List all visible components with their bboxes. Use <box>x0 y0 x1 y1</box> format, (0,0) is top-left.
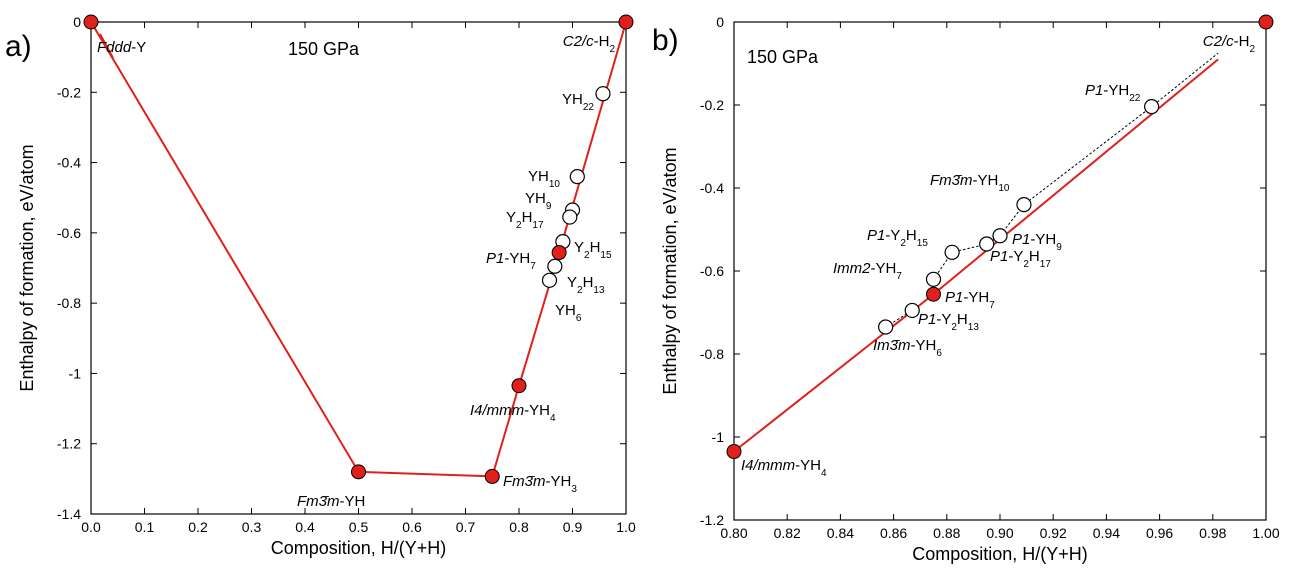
stable-point <box>484 468 500 484</box>
x-tick-label: 0.90 <box>986 525 1013 541</box>
y-tick-label: -0.4 <box>700 180 724 196</box>
metastable-point <box>925 271 942 287</box>
x-tick-label: 0.5 <box>349 519 369 535</box>
phase-label: P1-Y2H17 <box>990 248 1051 270</box>
x-axis-title: Composition, H/(Y+H) <box>912 544 1088 564</box>
x-tick-label: 0.9 <box>563 519 583 535</box>
y-tick-label: -1.2 <box>57 436 81 452</box>
x-tick-label: 0.0 <box>81 519 101 535</box>
x-tick-label: 0.3 <box>242 519 262 535</box>
stable-point <box>551 245 567 261</box>
y-axis-title: Enthalpy of formation, eV/atom <box>17 144 37 391</box>
phase-label: YH10 <box>528 168 560 190</box>
metastable-point <box>1016 197 1032 213</box>
y-tick-label: -1.4 <box>57 506 81 522</box>
y-tick-label: -1 <box>712 429 725 445</box>
phase-label: Y2H13 <box>567 274 605 296</box>
label-pointer <box>99 33 114 59</box>
phase-label: P1-Y2H13 <box>918 311 979 333</box>
metastable-point <box>1144 99 1160 115</box>
x-tick-label: 0.96 <box>1146 525 1173 541</box>
phase-label: Fm3̄m-YH10 <box>930 172 1010 194</box>
plot-frame-b <box>733 21 1267 521</box>
x-axis-title: Composition, H/(Y+H) <box>271 538 447 558</box>
stable-point <box>351 464 366 480</box>
convex-hull-line <box>733 58 1219 453</box>
x-tick-label: 1.0 <box>616 519 636 535</box>
x-tick-label: 0.4 <box>295 519 315 535</box>
phase-label: YH22 <box>562 91 594 113</box>
x-tick-label: 0.94 <box>1093 525 1120 541</box>
phase-label: P1-YH9 <box>1012 231 1062 253</box>
metastable-path <box>885 52 1219 328</box>
x-tick-label: 1.00 <box>1252 525 1279 541</box>
y-tick-label: 0 <box>716 14 724 30</box>
x-tick-label: 0.6 <box>402 519 422 535</box>
metastable-point <box>595 86 611 102</box>
phase-label: Fddd-Y <box>97 39 146 56</box>
phase-label: YH6 <box>555 302 582 324</box>
y-tick-label: -1 <box>69 365 82 381</box>
phase-label: Imm2-YH7 <box>833 260 902 282</box>
stable-point <box>726 444 742 460</box>
x-tick-label: 0.2 <box>188 519 208 535</box>
phase-label: C2/c-H2 <box>563 33 616 55</box>
y-tick-label: -0.6 <box>700 263 724 279</box>
panel-b: 0.80 0.82 0.84 0.86 0.88 0.90 0.92 0.94 0.96 0.98… <box>652 14 1280 564</box>
phase-label: I4/mmm-YH4 <box>470 402 556 424</box>
panel-a: 0.0 0.1 0.2 0.3 0.4 0.5 0.6 0.7 0.8 0.9 1.0 0 -0.2 -0… <box>5 14 636 558</box>
x-tick-label: 0.82 <box>774 525 801 541</box>
metastable-point <box>878 319 894 335</box>
y-tick-label: -1.2 <box>700 512 724 528</box>
x-tick-label: 0.86 <box>880 525 907 541</box>
phase-label: P1-YH7 <box>486 250 536 272</box>
y-axis-title: Enthalpy of formation, eV/atom <box>660 147 680 394</box>
x-tick-label: 0.84 <box>827 525 854 541</box>
stable-point <box>511 378 527 394</box>
phase-label: Y2H17 <box>506 209 544 231</box>
panel-label: a) <box>5 30 32 63</box>
y-tick-label: -0.4 <box>57 155 81 171</box>
x-tick-label: 0.98 <box>1199 525 1226 541</box>
y-tick-label: -0.6 <box>57 225 81 241</box>
y-tick-label: 0 <box>73 14 81 30</box>
metastable-point <box>904 302 920 319</box>
metastable-point <box>979 236 995 252</box>
stable-point <box>926 286 941 302</box>
plot-frame-a <box>90 21 627 515</box>
phase-label: Im3̄m-YH6 <box>873 337 942 359</box>
y-tick-label: -0.2 <box>57 84 81 100</box>
metastable-point <box>547 258 563 274</box>
metastable-point <box>992 228 1008 244</box>
metastable-point <box>944 244 960 260</box>
phase-label: P1-Y2H15 <box>867 227 928 249</box>
y-tick-label: -0.2 <box>700 97 724 113</box>
x-tick-label: 0.92 <box>1040 525 1067 541</box>
x-tick-label: 0.80 <box>720 525 747 541</box>
phase-label: I4/mmm-YH4 <box>741 457 827 479</box>
stable-point <box>83 14 99 30</box>
metastable-point <box>562 209 578 225</box>
phase-label: YH9 <box>525 190 552 212</box>
phase-label: Fm3̄m-YH <box>297 493 365 510</box>
metastable-point <box>541 272 558 288</box>
pressure-label: 150 GPa <box>747 47 819 67</box>
x-tick-label: 0.88 <box>933 525 960 541</box>
y-tick-label: -0.8 <box>57 295 81 311</box>
metastable-point <box>569 169 585 185</box>
stable-point <box>1258 14 1274 30</box>
stable-point <box>618 14 634 30</box>
phase-label: P1-YH7 <box>945 289 995 311</box>
phase-label: C2/c-H2 <box>1203 33 1256 55</box>
phase-label: P1-YH22 <box>1085 82 1141 104</box>
x-tick-label: 0.1 <box>135 519 155 535</box>
y-tick-label: -0.8 <box>700 346 724 362</box>
pressure-label: 150 GPa <box>288 39 360 59</box>
phase-label: Fm3̄m-YH3 <box>503 473 577 495</box>
x-tick-label: 0.7 <box>456 519 476 535</box>
phase-label: Y2H15 <box>574 239 612 261</box>
panel-label: b) <box>652 24 679 57</box>
x-tick-label: 0.8 <box>509 519 529 535</box>
